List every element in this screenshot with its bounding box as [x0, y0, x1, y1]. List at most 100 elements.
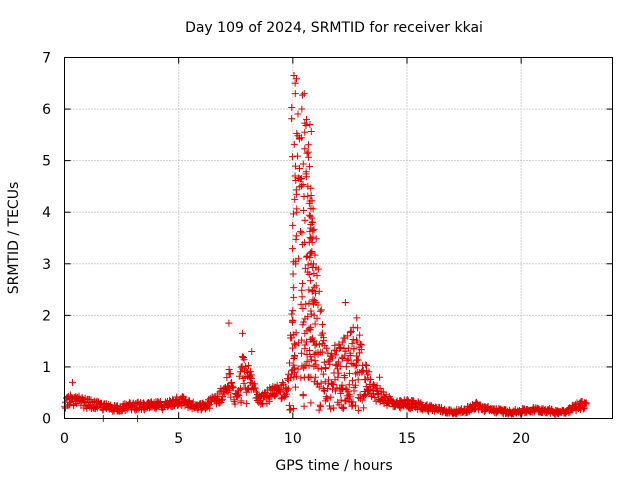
x-tick-label: 5 — [174, 431, 183, 447]
data-point — [290, 140, 298, 148]
data-point — [358, 396, 366, 404]
data-point — [291, 90, 299, 98]
data-point — [306, 249, 314, 257]
data-point — [87, 396, 95, 404]
data-point — [237, 399, 245, 407]
data-point — [305, 361, 313, 369]
data-point — [335, 358, 343, 366]
data-point — [223, 374, 231, 382]
data-point — [324, 384, 332, 392]
data-point — [300, 90, 308, 98]
data-point — [305, 153, 313, 161]
data-point — [298, 91, 306, 99]
data-point — [309, 205, 317, 213]
data-point — [313, 314, 321, 322]
data-point — [243, 400, 251, 408]
data-point — [361, 392, 369, 400]
data-point — [288, 104, 296, 112]
data-point — [348, 401, 356, 409]
data-point — [331, 341, 339, 349]
data-point — [306, 347, 314, 354]
data-point — [352, 381, 360, 389]
data-point — [317, 306, 325, 314]
data-point — [288, 310, 296, 318]
data-point — [307, 307, 315, 315]
data-point — [307, 260, 315, 268]
data-point — [318, 348, 326, 356]
data-point — [309, 338, 317, 346]
data-point — [291, 368, 299, 376]
data-point — [240, 379, 248, 387]
data-point — [323, 395, 331, 403]
data-point — [305, 271, 313, 279]
data-point — [315, 287, 323, 295]
data-point — [307, 191, 315, 199]
data-point — [307, 277, 315, 285]
data-point — [341, 374, 349, 382]
data-point — [358, 341, 366, 349]
data-point — [301, 128, 309, 136]
data-point — [344, 344, 352, 352]
data-point — [337, 343, 345, 351]
data-point — [581, 404, 589, 412]
data-point — [312, 282, 320, 290]
data-point — [292, 341, 300, 349]
data-point — [373, 386, 381, 394]
data-point — [341, 298, 349, 306]
data-point — [291, 162, 299, 170]
data-point — [290, 72, 298, 80]
data-point — [288, 317, 296, 325]
data-point — [297, 374, 305, 382]
data-point — [330, 404, 338, 412]
data-point — [236, 386, 244, 394]
data-point — [299, 181, 307, 189]
data-point — [311, 296, 319, 304]
data-point — [340, 403, 348, 411]
data-point — [317, 365, 325, 373]
data-point — [351, 362, 359, 370]
data-point — [283, 375, 291, 383]
data-point — [307, 399, 315, 407]
data-point — [289, 344, 297, 352]
data-point — [311, 341, 319, 349]
data-point — [308, 247, 316, 255]
data-point — [283, 386, 291, 394]
data-point — [291, 79, 299, 87]
data-point — [310, 351, 318, 359]
data-point — [343, 357, 351, 365]
data-point — [320, 358, 328, 366]
data-point — [293, 130, 301, 138]
data-point — [314, 301, 322, 309]
data-point — [186, 397, 194, 405]
data-point — [235, 391, 243, 399]
data-point — [306, 353, 314, 361]
y-tick-label: 4 — [42, 205, 51, 221]
data-point — [346, 393, 354, 401]
data-point — [323, 344, 331, 352]
data-point — [403, 396, 411, 404]
data-point — [251, 384, 259, 392]
data-point — [299, 321, 307, 329]
data-point — [336, 362, 344, 370]
data-point — [290, 210, 298, 218]
data-point — [237, 363, 245, 371]
data-point — [298, 229, 306, 237]
data-point — [231, 400, 239, 408]
data-point — [332, 351, 340, 359]
data-point — [291, 195, 299, 203]
data-point — [306, 254, 314, 262]
x-tick-label: 15 — [398, 431, 416, 447]
data-point — [248, 347, 256, 355]
data-point — [298, 182, 306, 190]
data-point — [306, 212, 314, 220]
data-point — [375, 391, 383, 399]
data-point — [309, 287, 317, 295]
data-point — [283, 390, 291, 398]
data-point — [325, 376, 333, 384]
data-point — [285, 401, 293, 409]
data-point — [371, 393, 379, 401]
data-point — [319, 321, 327, 329]
data-point — [302, 253, 310, 261]
data-point — [357, 340, 365, 348]
data-point — [291, 172, 299, 180]
